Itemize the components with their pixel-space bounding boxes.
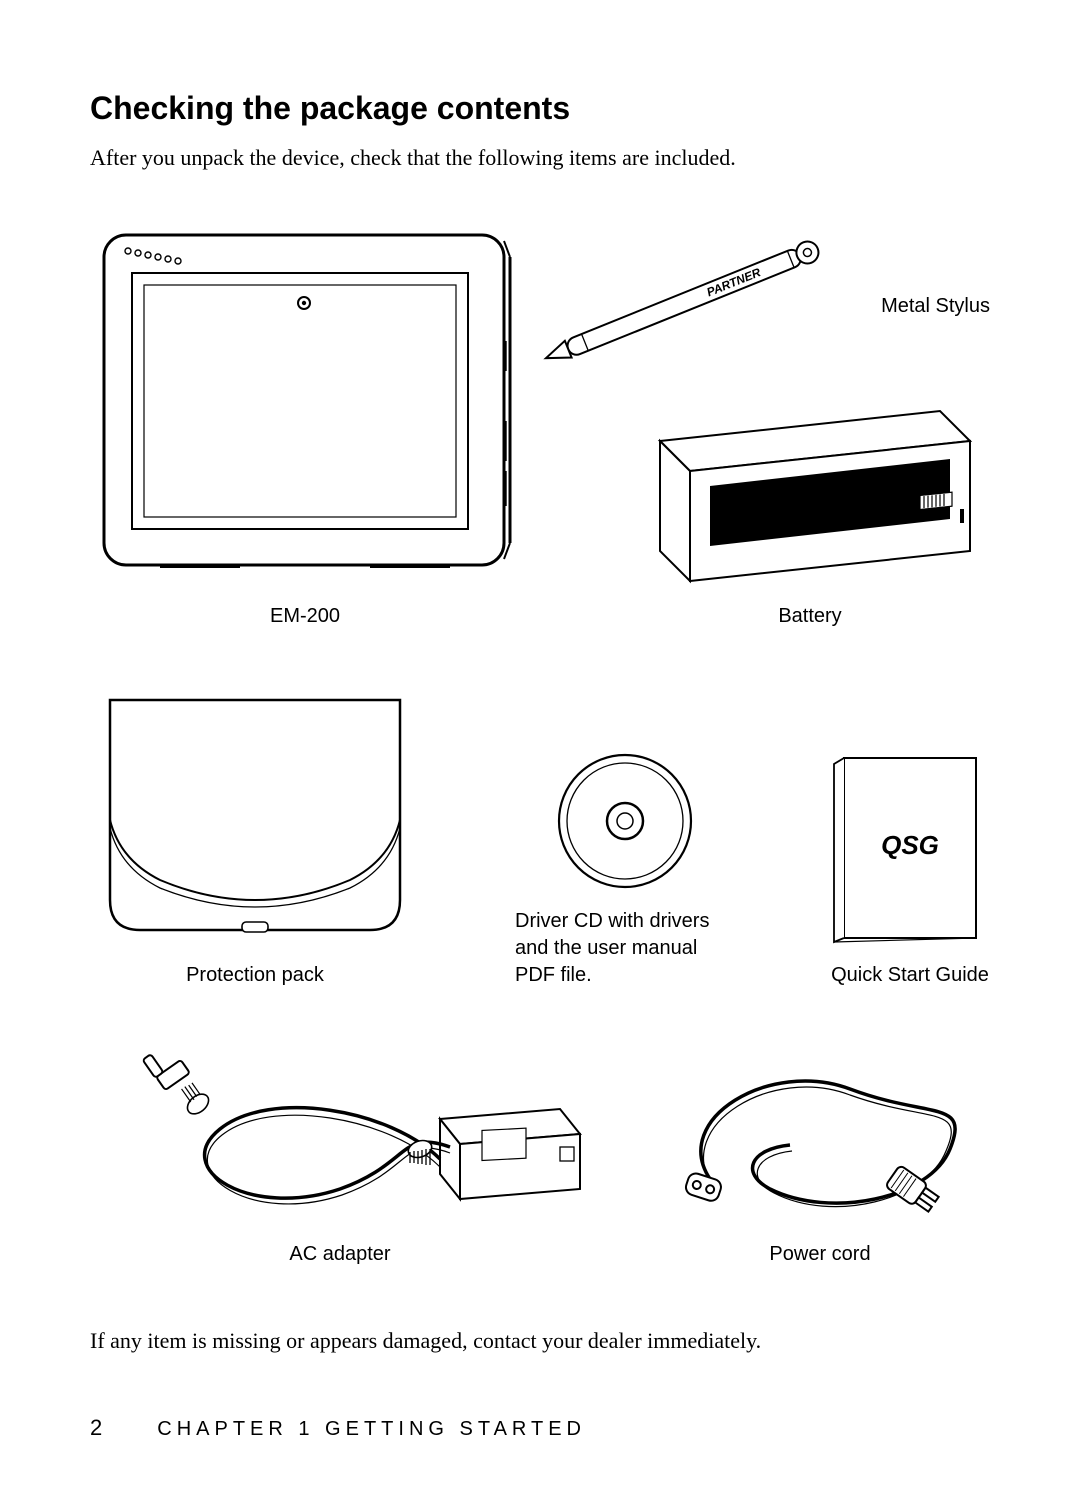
row-3: AC adapter bbox=[90, 1049, 990, 1268]
tablet-label: EM-200 bbox=[270, 603, 340, 630]
cell-adapter: AC adapter bbox=[90, 1049, 590, 1268]
cell-powercord: Power cord bbox=[650, 1049, 990, 1268]
protection-label: Protection pack bbox=[186, 962, 324, 989]
cell-cd: Driver CD with drivers and the user manu… bbox=[515, 746, 735, 989]
battery-icon bbox=[630, 401, 990, 591]
ac-adapter-icon bbox=[90, 1049, 590, 1229]
adapter-label: AC adapter bbox=[289, 1241, 390, 1268]
row-1: EM-200 bbox=[90, 221, 990, 630]
cell-protection: Protection pack bbox=[90, 690, 420, 989]
battery-label: Battery bbox=[778, 603, 841, 630]
section-heading: Checking the package contents bbox=[90, 90, 990, 127]
intro-text: After you unpack the device, check that … bbox=[90, 145, 990, 171]
page-footer: 2 CHAPTER 1 GETTING STARTED bbox=[90, 1415, 586, 1441]
stylus-icon: PARTNER bbox=[531, 231, 851, 381]
power-cord-icon bbox=[650, 1049, 990, 1229]
cell-tablet: EM-200 bbox=[90, 221, 520, 630]
powercord-label: Power cord bbox=[769, 1241, 870, 1268]
closing-text: If any item is missing or appears damage… bbox=[90, 1328, 990, 1354]
cd-icon bbox=[550, 746, 700, 896]
cell-battery: Battery bbox=[630, 401, 990, 630]
stylus-label: Metal Stylus bbox=[881, 293, 990, 320]
protection-pack-icon bbox=[90, 690, 420, 950]
tablet-icon bbox=[90, 221, 520, 591]
cell-qsg: QSG Quick Start Guide bbox=[830, 750, 990, 989]
row-2: Protection pack Driver CD with drivers a… bbox=[90, 690, 990, 989]
chapter-label: CHAPTER 1 GETTING STARTED bbox=[157, 1418, 586, 1440]
page-number: 2 bbox=[90, 1415, 102, 1440]
cd-label: Driver CD with drivers and the user manu… bbox=[515, 908, 735, 989]
cell-stylus: PARTNER Metal Stylus bbox=[531, 231, 990, 381]
qsg-label: Quick Start Guide bbox=[831, 962, 989, 989]
qsg-cover-text: QSG bbox=[881, 830, 939, 860]
qsg-booklet-icon: QSG bbox=[830, 750, 990, 950]
